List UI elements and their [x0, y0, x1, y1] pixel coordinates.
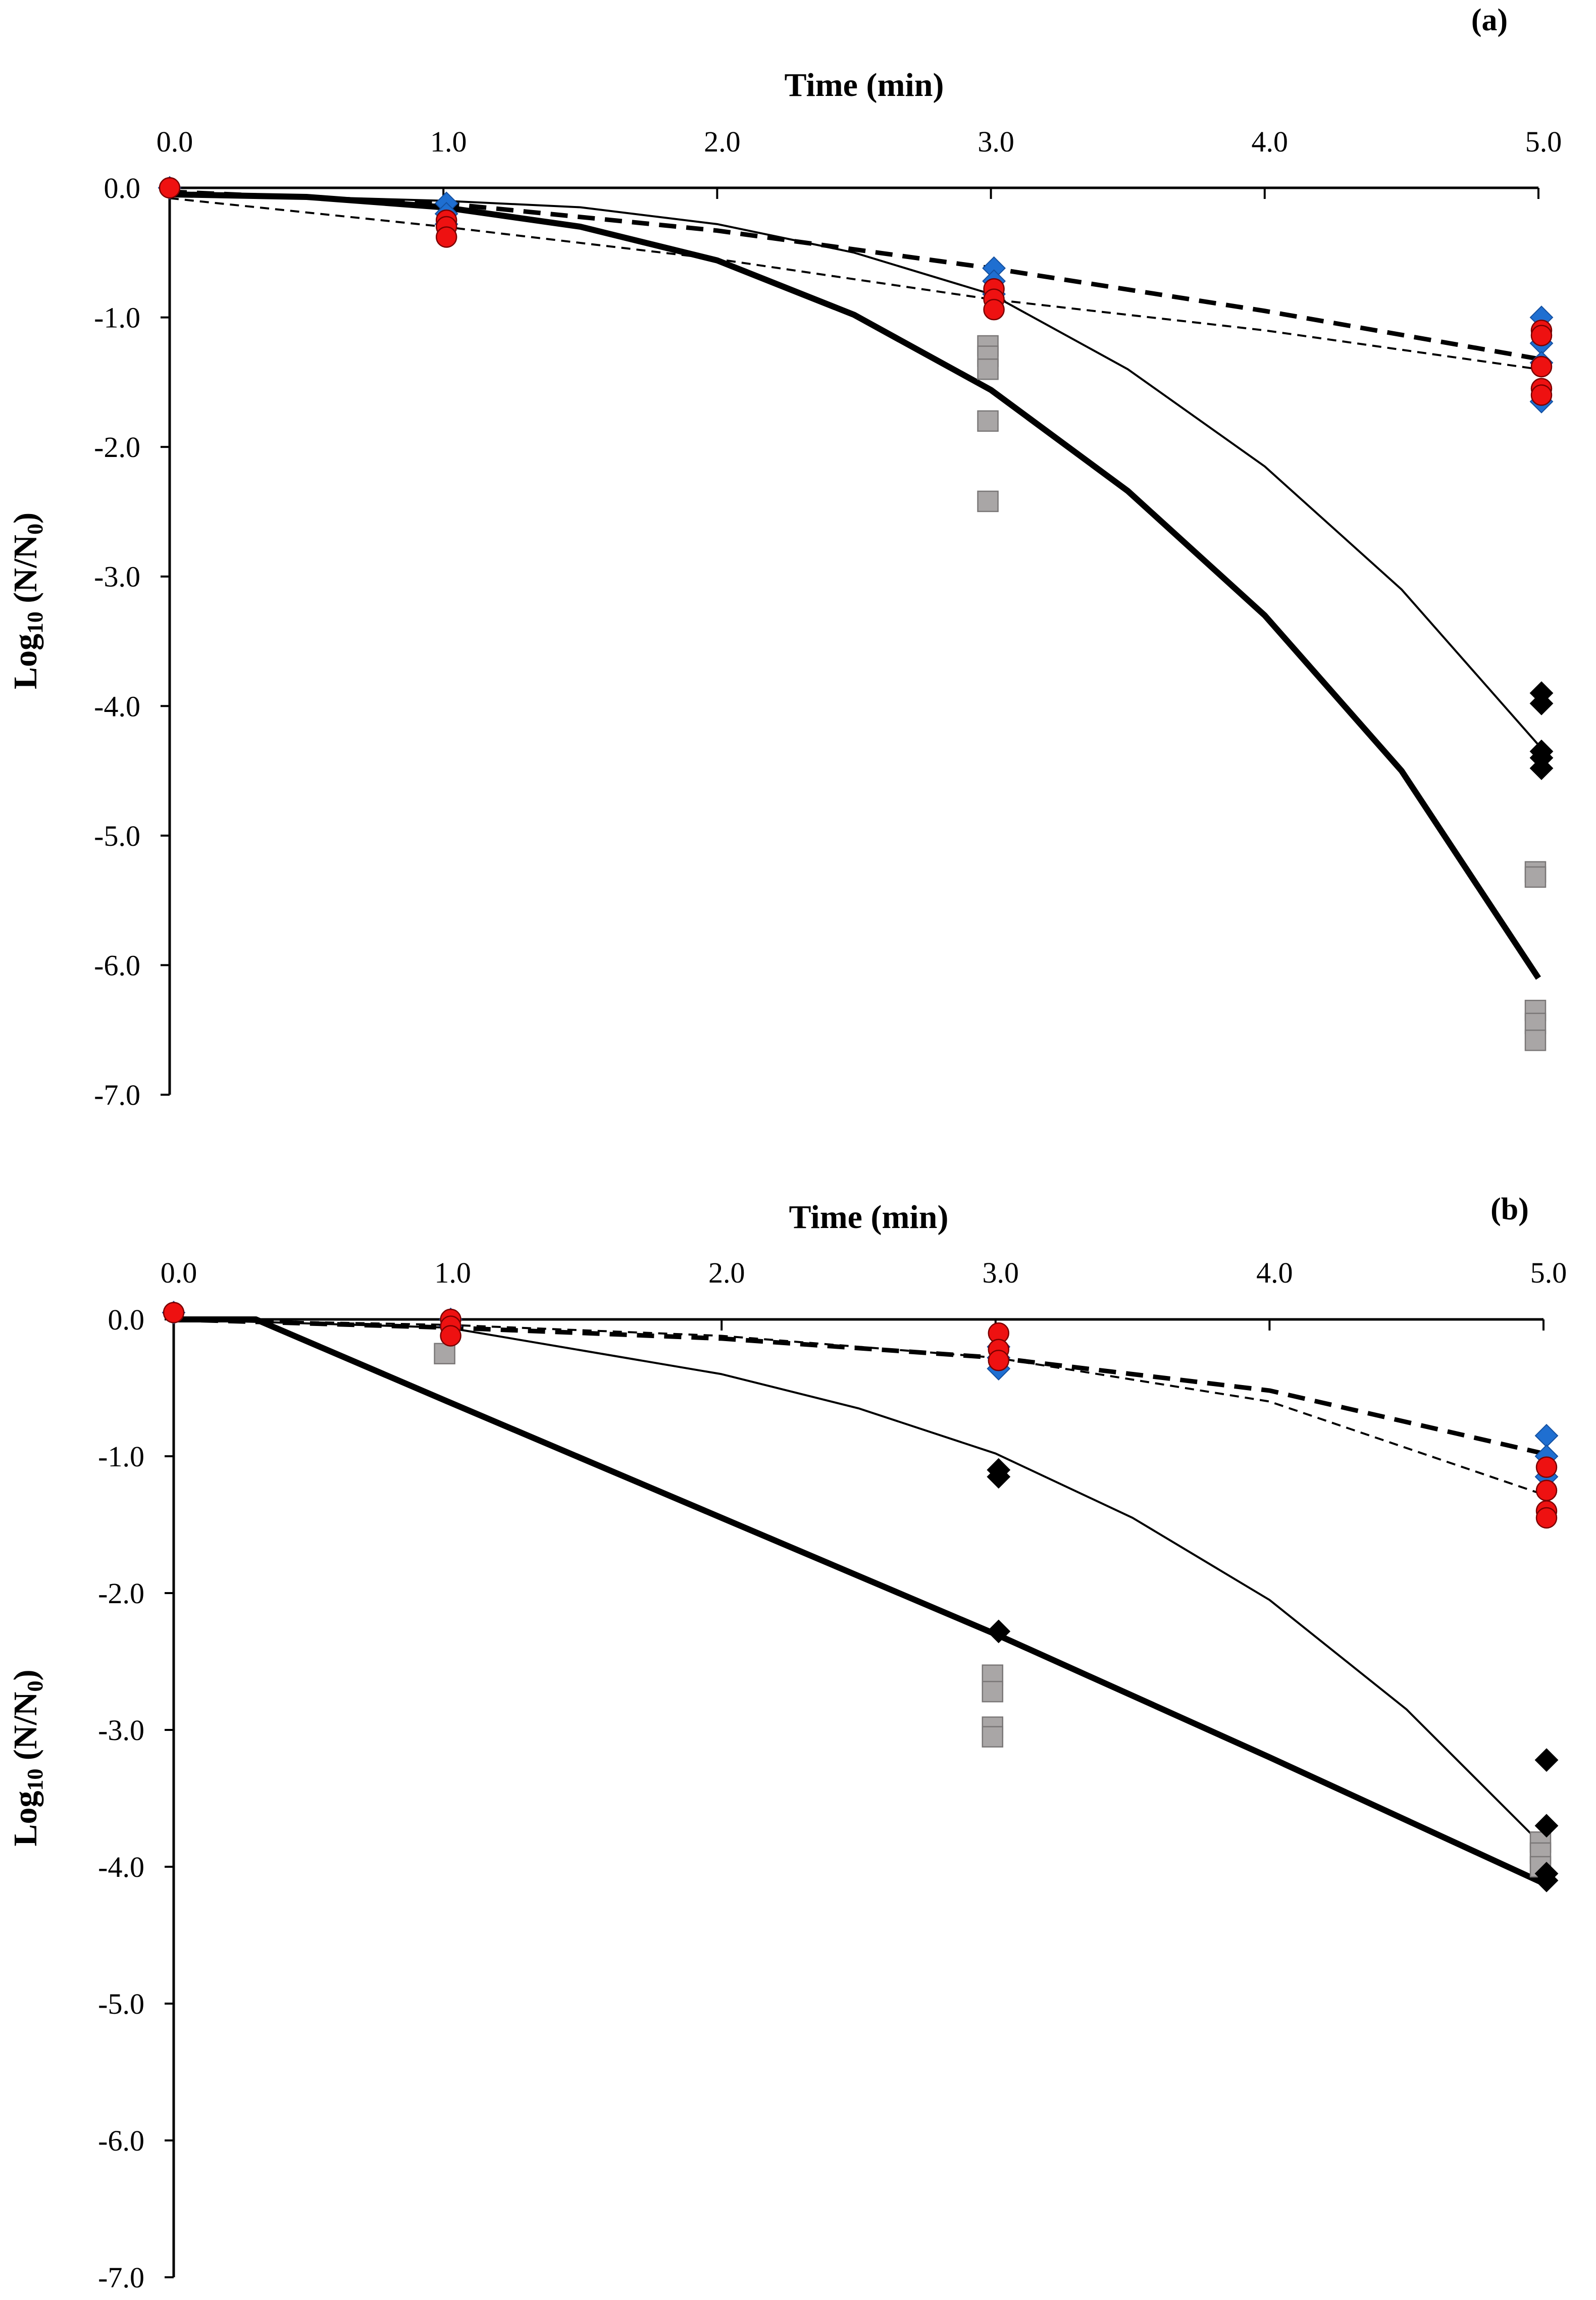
- fit-curve-thin-solid: [173, 1318, 1544, 1847]
- data-point-square: [977, 410, 999, 432]
- x-tick-label: 3.0: [983, 1256, 1019, 1289]
- data-point-circle: [983, 298, 1005, 321]
- data-point-diamond: [1529, 691, 1554, 715]
- data-point-diamond: [1534, 1814, 1559, 1838]
- panel-a: 0.0 1.0 2.0 3.0 4.0 5.0 0.0 -1.0 -2.0 -3.0 -4.0 -5.…: [7, 3, 1562, 1111]
- y-tick-label: -7.0: [94, 1079, 140, 1111]
- fit-curve-thick-dashed: [173, 1317, 1544, 1456]
- panel-label: (b): [1490, 1192, 1529, 1226]
- x-tick-label: 5.0: [1530, 1256, 1567, 1289]
- x-tick-label: 2.0: [704, 125, 741, 158]
- data-point-diamond: [1529, 756, 1554, 780]
- x-tick-label: 4.0: [1252, 125, 1289, 158]
- y-tick-label: -4.0: [98, 1851, 144, 1883]
- y-tick-label: -5.0: [94, 820, 140, 852]
- data-point-square: [434, 1343, 455, 1364]
- data-point-circle: [1535, 1479, 1558, 1501]
- data-point-circle: [440, 1325, 461, 1347]
- data-point-circle: [1530, 355, 1553, 378]
- x-tick-label: 0.0: [161, 1256, 197, 1289]
- y-tick-label: 0.0: [104, 172, 141, 205]
- panel-label: (a): [1471, 3, 1508, 37]
- x-tick-label: 5.0: [1525, 125, 1562, 158]
- x-tick-label: 1.0: [434, 1256, 471, 1289]
- x-tick-label: 2.0: [708, 1256, 745, 1289]
- data-point-square: [982, 1726, 1004, 1748]
- data-point-square: [977, 358, 999, 380]
- data-point-circle: [1530, 325, 1553, 346]
- data-point-circle: [1535, 1507, 1558, 1529]
- x-tick-label: 3.0: [977, 125, 1014, 158]
- data-point-square: [1524, 866, 1547, 888]
- y-tick-label: 0.0: [108, 1303, 145, 1336]
- y-tick-label: -3.0: [98, 1714, 144, 1747]
- data-point-circle: [1535, 1456, 1558, 1478]
- y-tick-label: -5.0: [98, 1987, 144, 2020]
- y-tick-label: -2.0: [94, 431, 140, 464]
- x-tick-label: 4.0: [1256, 1256, 1293, 1289]
- x-tick-label: 0.0: [157, 125, 193, 158]
- y-tick-label: -6.0: [94, 949, 140, 982]
- x-axis-title: Time (min): [789, 1199, 949, 1236]
- panel-b: 0.0 1.0 2.0 3.0 4.0 5.0 0.0 -1.0 -2.0 -3.0 -4.0 -5.…: [7, 1192, 1567, 2294]
- y-tick-label: -7.0: [98, 2261, 144, 2294]
- data-point-diamond: [987, 1619, 1011, 1644]
- y-tick-label: -2.0: [98, 1577, 144, 1610]
- y-tick-label: -6.0: [98, 2124, 144, 2157]
- fit-curve-thick-dashed: [169, 189, 1539, 362]
- data-point-square: [1524, 1029, 1547, 1051]
- data-point-square: [982, 1680, 1004, 1703]
- x-tick-label: 1.0: [430, 125, 467, 158]
- fit-curve-thick-solid: [169, 191, 1541, 980]
- y-tick-label: -3.0: [94, 560, 140, 593]
- data-point-circle: [159, 177, 181, 199]
- data-point-diamond: [1534, 1423, 1559, 1448]
- fit-curve-thin-dashed: [169, 197, 1539, 371]
- data-point-diamond: [987, 1465, 1011, 1489]
- y-axis-title: Log10 (N/N0): [7, 513, 47, 689]
- y-tick-label: -1.0: [98, 1440, 144, 1473]
- y-axis-title: Log10 (N/N0): [7, 1669, 47, 1846]
- data-point-circle: [163, 1302, 185, 1323]
- fit-curve-thick-solid: [174, 1316, 1545, 1886]
- fit-curve-thin-dashed: [173, 1318, 1544, 1496]
- fit-curve-thin-solid: [169, 192, 1539, 746]
- y-tick-label: -4.0: [94, 690, 140, 723]
- y-tick-label: -1.0: [94, 301, 140, 334]
- data-point-circle: [435, 226, 457, 248]
- data-point-diamond: [1534, 1748, 1559, 1772]
- data-point-circle: [988, 1350, 1010, 1371]
- data-point-square: [977, 490, 999, 513]
- data-point-circle: [1530, 384, 1553, 406]
- x-axis-title: Time (min): [785, 67, 944, 104]
- data-point-diamond: [1534, 1868, 1559, 1893]
